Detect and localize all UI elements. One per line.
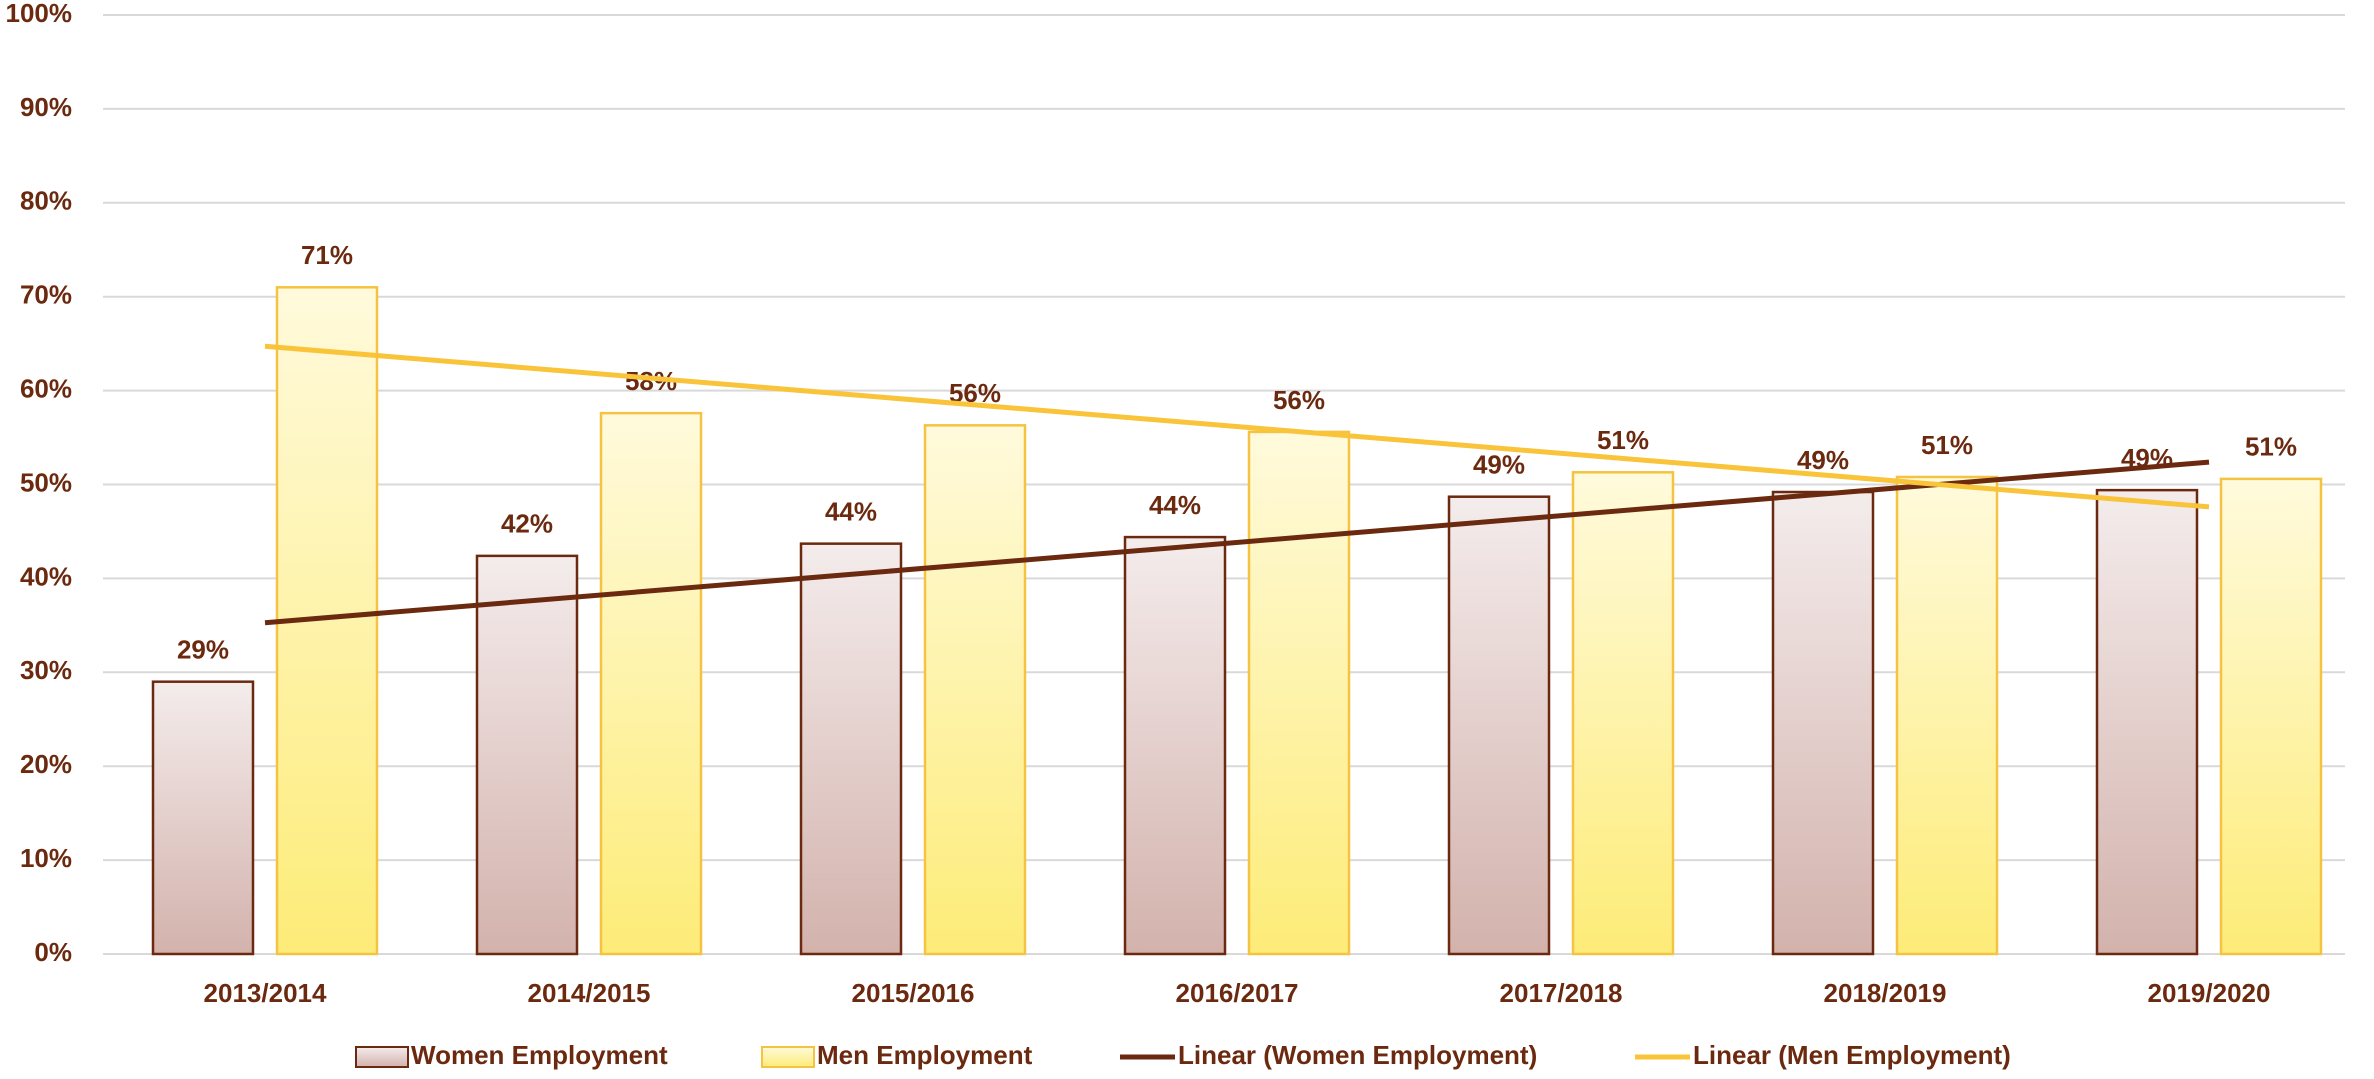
data-label: 49% xyxy=(1797,445,1849,475)
legend-swatch xyxy=(761,1046,815,1068)
bar xyxy=(923,424,1027,956)
y-tick-label: 70% xyxy=(20,280,72,310)
legend-label: Women Employment xyxy=(411,1040,668,1070)
bar xyxy=(799,542,903,956)
legend-label: Men Employment xyxy=(817,1040,1033,1070)
data-label: 49% xyxy=(1473,450,1525,480)
x-tick-label: 2019/2020 xyxy=(2148,978,2271,1008)
bar xyxy=(2095,488,2199,956)
data-label: 44% xyxy=(1149,490,1201,520)
bar xyxy=(1895,475,1999,956)
y-tick-label: 80% xyxy=(20,186,72,216)
y-tick-label: 30% xyxy=(20,655,72,685)
x-tick-label: 2015/2016 xyxy=(852,978,975,1008)
data-label: 42% xyxy=(501,509,553,539)
y-tick-label: 0% xyxy=(34,937,72,967)
legend-label: Linear (Men Employment) xyxy=(1693,1040,2011,1070)
y-tick-label: 60% xyxy=(20,373,72,403)
x-tick-label: 2013/2014 xyxy=(204,978,327,1008)
bar xyxy=(2219,477,2323,956)
trendline xyxy=(264,459,2210,626)
y-tick-label: 40% xyxy=(20,561,72,591)
x-tick-label: 2018/2019 xyxy=(1824,978,1947,1008)
x-tick-label: 2016/2017 xyxy=(1176,978,1299,1008)
y-tick-label: 100% xyxy=(6,0,73,28)
y-tick-label: 10% xyxy=(20,843,72,873)
y-tick-label: 20% xyxy=(20,749,72,779)
legend-label: Linear (Women Employment) xyxy=(1178,1040,1537,1070)
x-tick-label: 2017/2018 xyxy=(1500,978,1623,1008)
data-label: 71% xyxy=(301,240,353,270)
bar xyxy=(599,411,703,956)
bar xyxy=(1123,535,1227,956)
data-label: 56% xyxy=(1273,385,1325,415)
bar xyxy=(475,554,579,956)
data-label: 51% xyxy=(1921,430,1973,460)
y-tick-label: 50% xyxy=(20,467,72,497)
data-label: 51% xyxy=(1597,425,1649,455)
y-tick-label: 90% xyxy=(20,92,72,122)
data-label: 51% xyxy=(2245,432,2297,462)
legend-swatch xyxy=(355,1046,409,1068)
bar xyxy=(1247,430,1351,956)
bar xyxy=(151,680,255,956)
trendline xyxy=(264,343,2210,510)
x-tick-label: 2014/2015 xyxy=(528,978,651,1008)
bar xyxy=(1771,490,1875,956)
bar xyxy=(1571,471,1675,956)
bar xyxy=(1447,495,1551,956)
data-label: 29% xyxy=(177,635,229,665)
data-label: 44% xyxy=(825,497,877,527)
